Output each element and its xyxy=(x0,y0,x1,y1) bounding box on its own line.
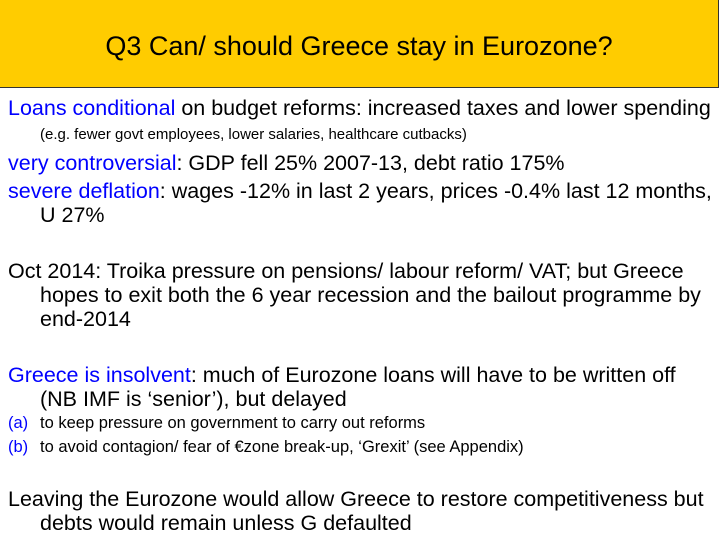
highlight: very controversial xyxy=(8,151,177,175)
highlight: Loans conditional xyxy=(8,96,176,120)
point-deflation: severe deflation: wages -12% in last 2 y… xyxy=(8,179,714,227)
point-oct-2014: Oct 2014: Troika pressure on pensions/ l… xyxy=(8,259,714,331)
point-text: : GDP fell 25% 2007-13, debt ratio 175% xyxy=(176,151,565,175)
point-text: Oct 2014: Troika pressure on pensions/ l… xyxy=(8,259,701,331)
subpoint-b: (b) to avoid contagion/ fear of €zone bre… xyxy=(8,435,714,459)
point-text: : much of Eurozone loans will have to be… xyxy=(40,363,676,411)
slide-title: Q3 Can/ should Greece stay in Eurozone? xyxy=(105,31,613,61)
point-insolvent: Greece is insolvent: much of Eurozone lo… xyxy=(8,363,714,411)
title-bar: Q3 Can/ should Greece stay in Eurozone? xyxy=(0,0,719,88)
point-note: (e.g. fewer govt employees, lower salari… xyxy=(40,126,467,143)
point-text: on budget reforms: increased taxes and l… xyxy=(175,96,711,120)
subpoint-text: to avoid contagion/ fear of €zone break-… xyxy=(40,438,524,456)
point-controversial: very controversial: GDP fell 25% 2007-13… xyxy=(8,151,714,175)
point-loans: Loans conditional on budget reforms: inc… xyxy=(8,96,714,147)
highlight: severe deflation xyxy=(8,179,160,203)
highlight: Greece is insolvent xyxy=(8,363,191,387)
point-leaving: Leaving the Eurozone would allow Greece … xyxy=(8,487,714,535)
slide-body: Loans conditional on budget reforms: inc… xyxy=(8,96,714,535)
subpoint-label: (a) xyxy=(8,414,29,432)
subpoint-label: (b) xyxy=(8,438,29,456)
subpoint-text: to keep pressure on government to carry … xyxy=(40,414,426,432)
point-text: : wages -12% in last 2 years, prices -0.… xyxy=(40,179,712,227)
subpoint-a: (a) to keep pressure on government to car… xyxy=(8,411,714,435)
point-text: Leaving the Eurozone would allow Greece … xyxy=(8,487,704,535)
